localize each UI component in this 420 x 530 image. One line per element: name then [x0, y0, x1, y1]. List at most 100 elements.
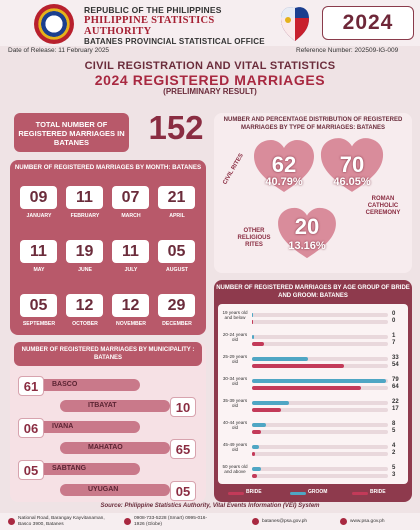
month-value: 09 — [20, 186, 57, 209]
total-value: 152 — [148, 109, 204, 146]
municipality-bar — [60, 442, 170, 454]
municipality-value: 65 — [170, 439, 196, 459]
phone-icon — [124, 518, 131, 525]
age-bar-track — [252, 320, 388, 324]
month-label: NOVEMBER — [116, 321, 146, 327]
age-tick-label: 20-24 years old — [222, 332, 248, 343]
type-panel-title: NUMBER AND PERCENTAGE DISTRIBUTION OF RE… — [223, 117, 403, 131]
month-value: 05 — [158, 240, 195, 263]
municipality-bar — [30, 379, 140, 391]
roman-catholic-label: ROMAN CATHOLIC CEREMONY — [365, 196, 401, 216]
roman-catholic-value: 70 — [339, 152, 365, 177]
age-value-groom: 5 — [392, 465, 396, 471]
municipality-value: 06 — [18, 418, 44, 438]
age-tick-label: 40-44 years old — [222, 420, 248, 431]
month-label: FEBRUARY — [70, 213, 100, 219]
municipality-bar — [30, 421, 140, 433]
age-bar-track — [252, 335, 388, 339]
age-chart-title: NUMBER OF REGISTERED MARRIAGES BY AGE GR… — [216, 285, 410, 299]
web-icon — [340, 518, 347, 525]
age-value-bride: 0 — [392, 318, 396, 324]
age-tick-label: 50 years old and above — [222, 464, 248, 475]
month-label: JUNE — [78, 267, 92, 273]
civil-rites-percent: 40.79% — [265, 176, 303, 188]
municipality-name: MAHATAO — [88, 444, 123, 451]
report-title: CIVIL REGISTRATION AND VITAL STATISTICS — [84, 60, 336, 72]
age-value-groom: 8 — [392, 421, 396, 427]
age-value-groom: 1 — [392, 333, 396, 339]
other-religious-heart-icon — [278, 207, 336, 259]
total-label: TOTAL NUMBER OF REGISTERED MARRIAGES IN … — [14, 113, 129, 152]
month-cell: 21 APRIL — [158, 186, 195, 219]
month-value: 19 — [66, 240, 103, 263]
age-value-bride: 3 — [392, 472, 396, 478]
legend-bride-label-1: BRIDE — [246, 489, 262, 495]
header-line-3: BATANES PROVINCIAL STATISTICAL OFFICE — [84, 37, 265, 46]
month-value: 12 — [112, 294, 149, 317]
month-label: MARCH — [121, 213, 141, 219]
month-cell: 29 DECEMBER — [158, 294, 195, 327]
age-bar-bride — [252, 452, 256, 456]
month-label: MAY — [33, 267, 45, 273]
municipality-bar — [60, 400, 170, 412]
age-bar-groom — [252, 423, 266, 427]
age-chart-area — [218, 304, 408, 484]
month-label: AUGUST — [166, 267, 188, 273]
municipality-name: ITBAYAT — [88, 402, 117, 409]
month-value: 05 — [20, 294, 57, 317]
legend-bride-label-2: BRIDE — [370, 489, 386, 495]
month-panel-title: NUMBER OF REGISTERED MARRIAGES BY MONTH:… — [14, 164, 202, 171]
municipality-name: BASCO — [52, 381, 78, 388]
other-religious-percent: 13.16% — [288, 240, 326, 252]
municipality-name: IVANA — [52, 423, 74, 430]
other-religious-label: OTHER RELIGIOUS RITES — [237, 228, 271, 248]
report-subtitle: 2024 REGISTERED MARRIAGES — [94, 72, 326, 88]
age-bar-bride — [252, 430, 261, 434]
age-bar-track — [252, 445, 388, 449]
age-bar-groom — [252, 445, 259, 449]
month-value: 21 — [158, 186, 195, 209]
age-bar-track — [252, 357, 388, 361]
age-tick-label: 25-29 years old — [222, 354, 248, 365]
age-bar-track — [252, 408, 388, 412]
month-label: SEPTEMBER — [22, 321, 56, 327]
age-bar-track — [252, 401, 388, 405]
month-cell: 07 MARCH — [112, 186, 149, 219]
age-bar-bride — [252, 364, 344, 368]
municipality-panel-title: NUMBER OF REGISTERED MARRIAGES BY MUNICI… — [14, 342, 202, 366]
age-bar-bride — [252, 408, 281, 412]
municipality-value: 05 — [18, 460, 44, 480]
age-value-groom: 22 — [392, 399, 399, 405]
month-value: 29 — [158, 294, 195, 317]
age-bar-track — [252, 467, 388, 471]
month-cell: 12 NOVEMBER — [112, 294, 149, 327]
month-cell: 05 AUGUST — [158, 240, 195, 273]
age-tick-label: 45-49 years old — [222, 442, 248, 453]
roman-catholic-percent: 46.05% — [333, 176, 371, 188]
age-value-groom: 4 — [392, 443, 396, 449]
psa-seal-icon — [34, 4, 74, 44]
age-chart-legend: BRIDE GROOM BRIDE — [218, 489, 408, 499]
month-value: 11 — [112, 240, 149, 263]
age-bar-groom — [252, 313, 253, 317]
age-value-bride: 64 — [392, 384, 399, 390]
month-cell: 11 MAY — [20, 240, 57, 273]
footer-web[interactable]: www.psa.gov.ph — [350, 519, 385, 524]
month-value: 12 — [66, 294, 103, 317]
footer-email[interactable]: batanes@psa.gov.ph — [262, 519, 308, 524]
month-cell: 09 JANUARY — [20, 186, 57, 219]
age-tick-label: 35-39 years old — [222, 398, 248, 409]
report-note: (PRELIMINARY RESULT) — [163, 87, 257, 96]
age-value-bride: 5 — [392, 428, 396, 434]
month-cell: 11 FEBRUARY — [66, 186, 103, 219]
legend-groom-label: GROOM — [308, 489, 328, 495]
age-bar-track — [252, 452, 388, 456]
age-tick-label: 19 years old and below — [222, 310, 248, 321]
municipality-bar — [60, 484, 170, 496]
month-cell: 19 JUNE — [66, 240, 103, 273]
month-cell: 12 OCTOBER — [66, 294, 103, 327]
footer-phones: 0908-733-5228 (Smart) 0995-016-1926 (Glo… — [134, 516, 208, 527]
age-tick-label: 30-34 years old — [222, 376, 248, 387]
municipality-value: 05 — [170, 481, 196, 501]
month-label: JANUARY — [26, 213, 52, 219]
